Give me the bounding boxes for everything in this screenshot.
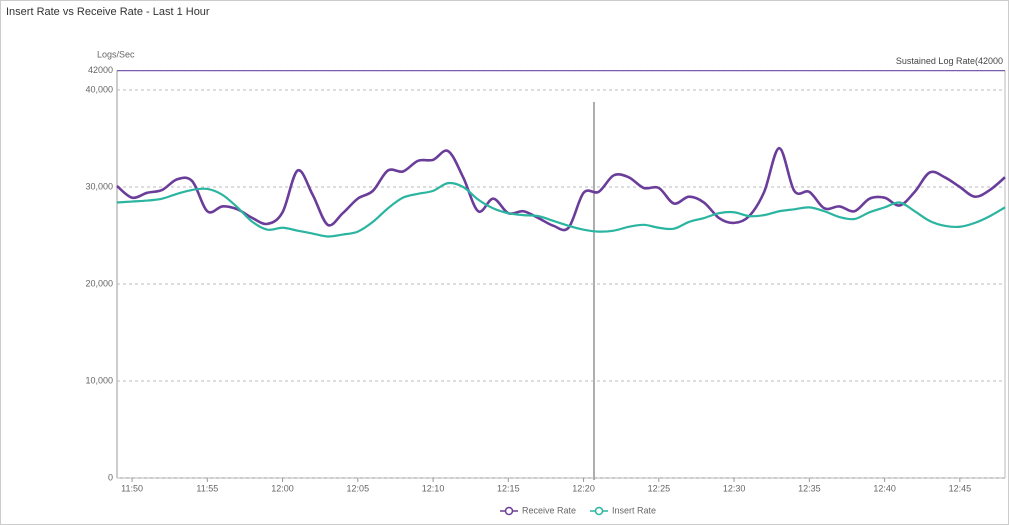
series-line — [116, 146, 1006, 232]
x-tick-label: 11:50 — [121, 483, 143, 493]
y-tick-label: 20,000 — [85, 278, 113, 288]
legend-marker — [594, 506, 604, 516]
x-tick-label: 12:10 — [422, 483, 445, 493]
y-tick-label: 42000 — [88, 65, 113, 75]
x-tick-label: 12:00 — [271, 483, 294, 493]
legend-marker — [504, 506, 514, 516]
x-tick-label: 12:25 — [648, 483, 671, 493]
x-tick-label: 12:15 — [497, 483, 520, 493]
y-tick-label: 30,000 — [85, 181, 113, 191]
series-line — [116, 181, 1006, 238]
x-tick-label: 12:05 — [347, 483, 370, 493]
chart-title: Insert Rate vs Receive Rate - Last 1 Hou… — [6, 6, 210, 18]
x-tick-label: 12:45 — [949, 483, 972, 493]
y-tick-label: 40,000 — [85, 84, 113, 94]
legend-label: Insert Rate — [612, 505, 656, 515]
x-tick-label: 11:55 — [196, 483, 218, 493]
x-tick-label: 12:20 — [572, 483, 595, 493]
y-axis-label: Logs/Sec — [97, 49, 135, 59]
threshold-label: Sustained Log Rate(42000 — [896, 56, 1003, 66]
x-tick-label: 12:30 — [723, 483, 746, 493]
y-tick-label: 10,000 — [85, 375, 113, 385]
legend-label: Receive Rate — [522, 505, 576, 515]
x-tick-label: 12:35 — [798, 483, 821, 493]
y-tick-label: 0 — [108, 472, 113, 482]
x-tick-label: 12:40 — [873, 483, 896, 493]
